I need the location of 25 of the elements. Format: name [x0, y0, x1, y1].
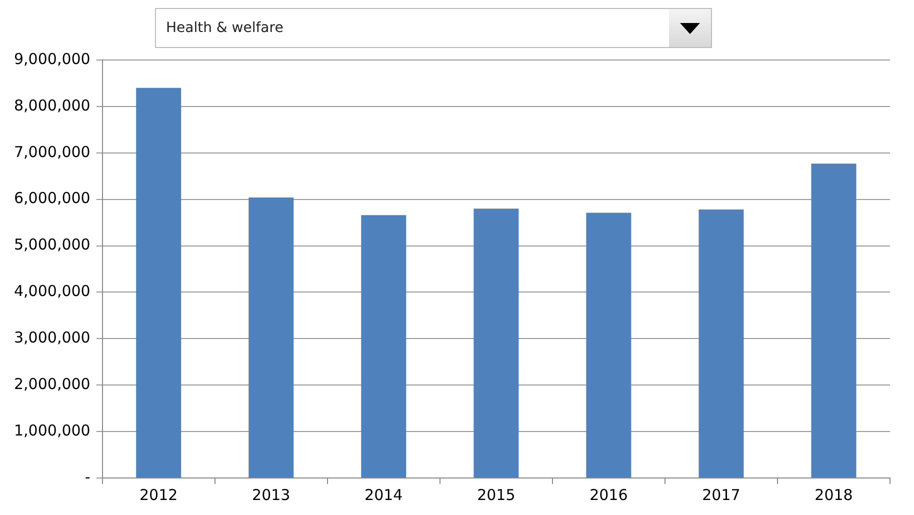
y-tick-label: 5,000,000	[14, 236, 90, 254]
chart-title: Health & welfare	[166, 20, 284, 36]
bar	[248, 197, 294, 478]
y-tick-label: 8,000,000	[14, 96, 90, 114]
y-tick-label: 9,000,000	[14, 50, 90, 68]
x-tick-label: 2016	[590, 486, 628, 504]
x-tick-label: 2015	[477, 486, 516, 504]
x-tick-label: 2014	[364, 486, 403, 504]
y-tick-label: 7,000,000	[14, 142, 90, 161]
x-tick-label: 2012	[140, 486, 178, 504]
bar	[474, 208, 519, 478]
y-tick-label: -	[84, 468, 90, 486]
x-tick-label: 2013	[252, 486, 290, 504]
bar	[811, 164, 856, 478]
bar	[586, 212, 632, 478]
bar	[136, 88, 182, 478]
y-tick-label: 6,000,000	[14, 189, 90, 208]
bar	[698, 210, 744, 478]
y-tick-label: 3,000,000	[14, 328, 90, 347]
y-tick-label: 1,000,000	[14, 421, 90, 440]
bar	[361, 215, 406, 478]
x-tick-label: 2017	[702, 486, 740, 504]
y-tick-label: 2,000,000	[14, 375, 90, 393]
x-tick-label: 2018	[814, 486, 853, 504]
y-tick-label: 4,000,000	[14, 282, 90, 300]
